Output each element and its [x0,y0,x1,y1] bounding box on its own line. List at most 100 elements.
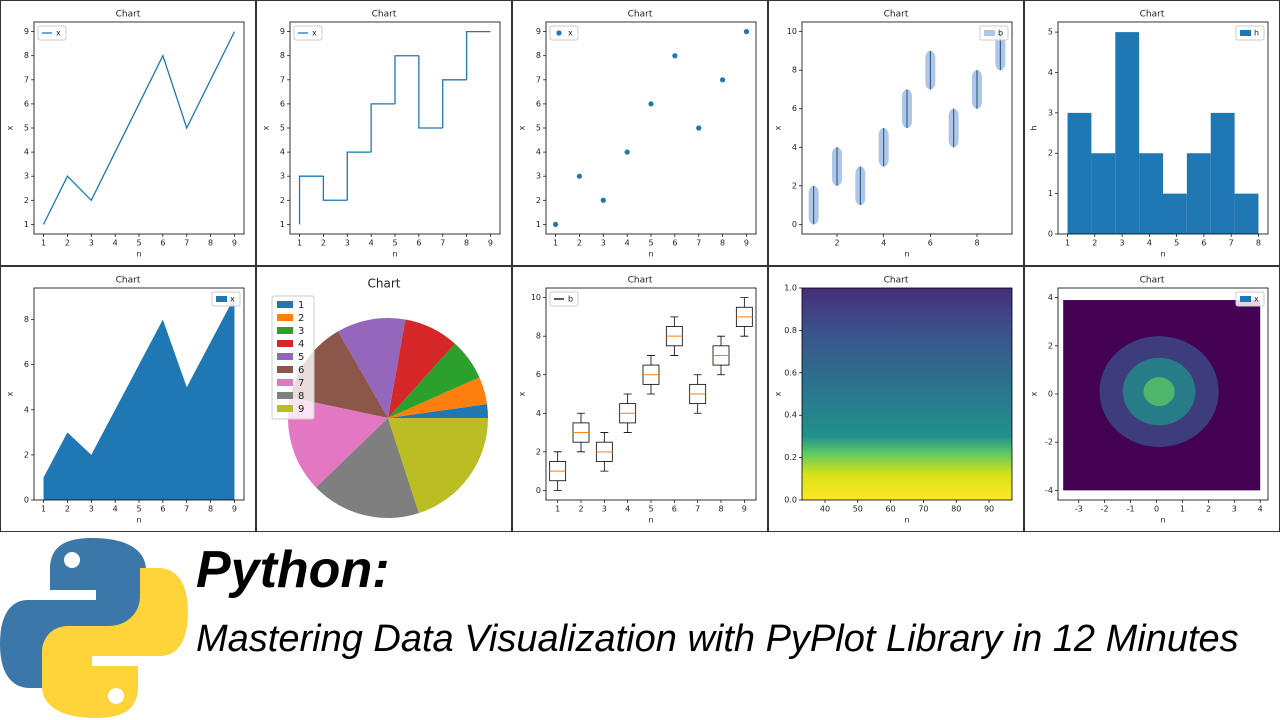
hist-bar [1067,112,1092,234]
whisker-high [600,432,609,443]
plot-frame [33,21,245,235]
y-tick-label: 6 [536,370,541,379]
y-tick-label: 4 [792,143,797,152]
y-tick-label: 5 [280,124,285,133]
y-tick-label: 8 [280,51,285,60]
plot-frame [545,21,757,235]
x-axis-label: n [904,516,909,525]
y-tick-label: 2 [24,196,29,205]
banner-subtitle: Mastering Data Visualization with PyPlot… [196,618,1239,660]
y-tick-label: 2 [792,181,797,190]
y-tick-label: 8 [24,315,29,324]
y-tick-label: 0.8 [784,326,797,335]
x-axis-label: n [392,250,397,259]
y-tick-label: 0.4 [784,411,797,420]
x-tick-label: 5 [136,505,141,514]
x-tick-label: 3 [602,505,607,514]
chart-title: Chart [1140,10,1165,20]
y-axis-label: x [774,125,783,130]
y-tick-label: 5 [1048,28,1053,37]
y-tick-label: 6 [280,99,285,108]
x-tick-label: 3 [345,239,350,248]
legend-swatch [277,379,293,386]
x-tick-label: 7 [695,505,700,514]
point [719,77,726,83]
legend-swatch [277,327,293,334]
y-tick-label: 1 [536,220,541,229]
point [552,221,559,227]
legend-swatch [216,296,227,302]
y-axis-label: x [1030,391,1039,396]
logo-eye [108,688,124,704]
step-segment [418,55,443,129]
x-tick-label: 60 [886,505,896,514]
point [648,101,654,107]
x-tick-label: 80 [951,505,961,514]
point [600,197,606,203]
x-tick-label: 1 [1180,505,1185,514]
y-tick-label: 1.0 [784,284,797,293]
python-logo [0,538,188,718]
y-tick-label: 7 [24,75,29,84]
cell-border [0,266,256,532]
cell-border [0,0,256,266]
x-tick-label: 0 [1154,505,1159,514]
x-tick-label: 2 [321,239,326,248]
legend-swatch [277,392,293,399]
legend-swatch [277,340,293,347]
y-tick-label: 2 [280,196,285,205]
x-tick-label: 6 [672,239,677,248]
hist-bar [1210,112,1235,234]
whisker-high [577,412,585,423]
legend-label: x [1254,295,1259,304]
point [624,149,630,155]
pie-wedge [287,397,388,488]
cell-border [256,266,512,532]
x-tick-label: 2 [65,505,70,514]
x-tick-label: 6 [1201,239,1206,248]
x-tick-label: 1 [1065,239,1070,248]
cell-border [256,0,512,266]
x-axis-label: n [648,516,653,525]
x-tick-label: 40 [820,505,830,514]
y-tick-label: 0 [1048,390,1053,399]
plot-frame [801,21,1013,235]
chart-title: Chart [372,10,397,20]
x-tick-label: 8 [208,239,213,248]
x-tick-label: 5 [648,239,653,248]
y-tick-label: 4 [24,405,29,414]
x-tick-label: 3 [89,239,94,248]
legend-swatch [277,405,293,412]
y-tick-label: 6 [792,104,797,113]
x-tick-label: 6 [160,505,165,514]
chart-title: Chart [368,277,401,291]
x-tick-label: 3 [89,505,94,514]
pie-wedge [338,318,406,418]
legend-label: h [1254,29,1259,38]
step-segment [346,151,372,201]
plot-frame [289,21,501,235]
x-tick-label: 1 [41,239,46,248]
x-tick-label: 4 [881,239,886,248]
y-tick-label: 7 [536,75,541,84]
x-axis-label: n [136,516,141,525]
chart-title: Chart [1140,276,1165,286]
x-tick-label: 1 [555,505,560,514]
y-tick-label: 3 [536,172,541,181]
line [42,31,236,225]
whisker-high [647,355,655,366]
x-tick-label: 9 [488,239,493,248]
chart-title: Chart [116,276,141,286]
x-tick-label: 50 [853,505,863,514]
x-tick-label: 5 [648,505,653,514]
y-tick-label: -4 [1045,486,1053,495]
legend-label: 2 [298,313,304,324]
legend-swatch [277,366,293,373]
pie-wedge [388,343,480,418]
y-tick-label: 2 [536,447,541,456]
legend-label: 5 [298,352,304,363]
y-tick-label: 0 [24,496,29,505]
y-tick-label: 4 [1048,68,1053,77]
whisker-low [623,422,632,433]
